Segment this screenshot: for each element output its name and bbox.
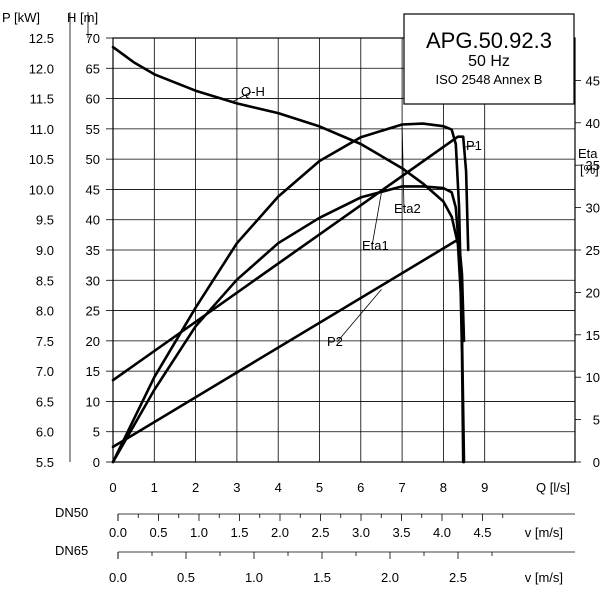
velocity-tick-label: 1.5 (230, 525, 248, 540)
info-box (403, 13, 575, 105)
head-tick-label: 40 (86, 213, 100, 228)
series-q-h (111, 45, 465, 464)
velocity-tick-label: 2.0 (271, 525, 289, 540)
power-tick-label: 7.5 (36, 334, 54, 349)
head-tick-label: 60 (86, 92, 100, 107)
velocity-tick-label: 0.5 (177, 570, 195, 585)
curve-label-p1: P1 (466, 138, 482, 153)
head-tick-label: 0 (93, 455, 100, 470)
eta-tick-label: 20 (586, 285, 600, 300)
power-tick-label: 11.5 (30, 92, 54, 107)
eta-tick-label: 15 (586, 328, 600, 343)
eta-tick-label: 40 (586, 116, 600, 131)
curve-label-leader (464, 145, 477, 148)
velocity-tick-label: 4.0 (433, 525, 451, 540)
head-tick-label: 55 (86, 122, 100, 137)
eta-axis-unit: [%] (580, 162, 599, 177)
velocity-tick-label: 1.0 (190, 525, 208, 540)
x-tick-label: 6 (357, 480, 364, 495)
curve-label-leader (232, 91, 252, 102)
power-tick-label: 10.0 (29, 182, 54, 197)
x-tick-label: 7 (398, 480, 405, 495)
head-axis-label: H [m] (67, 10, 98, 25)
head-tick-label: 5 (93, 425, 100, 440)
head-tick-label: 65 (86, 61, 100, 76)
eta-tick-label: 45 (586, 73, 600, 88)
series-p1 (111, 135, 470, 382)
curve-label-p2: P2 (327, 334, 343, 349)
eta-tick-label: 5 (593, 413, 600, 428)
model-title: APG.50.92.3 (426, 28, 552, 53)
plot-frame (112, 37, 576, 463)
velocity-tick-label: 0.5 (149, 525, 167, 540)
velocity-scale-label: DN65 (55, 543, 88, 558)
eta-tick-label: 35 (586, 158, 600, 173)
series-eta1 (111, 185, 464, 464)
eta-tick-label: 0 (593, 455, 600, 470)
head-tick-label: 10 (86, 394, 100, 409)
velocity-scales: DN50 0.0 0.5 1.0 1.5 2.0 2.5 3.0 3.5 4.0 4.5 v [m/s… (55, 505, 575, 585)
power-tick-label: 12.0 (29, 61, 54, 76)
standard-label: ISO 2548 Annex B (436, 72, 543, 87)
head-tick-label: 50 (86, 152, 100, 167)
velocity-tick-label: 3.0 (352, 525, 370, 540)
power-axis-label: P [kW] (2, 10, 40, 25)
eta-tick-label: 30 (586, 201, 600, 216)
power-tick-label: 11.0 (30, 122, 54, 137)
head-tick-label: 30 (86, 273, 100, 288)
x-tick-label: 9 (481, 480, 488, 495)
power-tick-label: 10.5 (29, 152, 54, 167)
power-tick-label: 5.5 (36, 455, 54, 470)
power-tick-label: 6.5 (36, 394, 54, 409)
power-tick-label: 9.0 (36, 243, 54, 258)
eta-tick-label: 25 (586, 243, 600, 258)
curve-label-eta2: Eta2 (394, 201, 421, 216)
head-tick-label: 35 (86, 243, 100, 258)
x-tick-label: 2 (192, 480, 199, 495)
velocity-tick-label: 1.0 (245, 570, 263, 585)
velocity-unit-label: v [m/s] (525, 525, 563, 540)
x-tick-label: 1 (151, 480, 158, 495)
velocity-scale-label: DN50 (55, 505, 88, 520)
velocity-tick-label: 2.0 (381, 570, 399, 585)
head-tick-label: 25 (86, 304, 100, 319)
curve-label-leader (336, 289, 382, 343)
velocity-tick-label: 2.5 (311, 525, 329, 540)
x-tick-label: 0 (109, 480, 116, 495)
velocity-tick-label: 0.0 (109, 525, 127, 540)
x-tick-label: 5 (316, 480, 323, 495)
eta-tick-label: 10 (586, 370, 600, 385)
velocity-tick-label: 1.5 (313, 570, 331, 585)
head-tick-label: 70 (86, 31, 100, 46)
velocity-tick-label: 2.5 (449, 570, 467, 585)
frequency-label: 50 Hz (468, 53, 510, 70)
velocity-unit-label: v [m/s] (525, 570, 563, 585)
x-tick-label: 4 (275, 480, 282, 495)
head-tick-label: 45 (86, 182, 100, 197)
head-tick-label: 20 (86, 334, 100, 349)
velocity-tick-label: 4.5 (473, 525, 491, 540)
power-tick-label: 7.0 (36, 364, 54, 379)
curve-label-leader (371, 192, 382, 247)
x-axis-label: Q [l/s] (536, 480, 570, 495)
eta-axis-label: Eta (578, 146, 598, 161)
power-tick-label: 9.5 (36, 213, 54, 228)
curve-label-eta1: Eta1 (362, 238, 389, 253)
head-tick-label: 15 (86, 364, 100, 379)
power-tick-label: 8.0 (36, 304, 54, 319)
velocity-tick-label: 3.5 (392, 525, 410, 540)
x-tick-label: 3 (233, 480, 240, 495)
curves (111, 45, 470, 464)
x-tick-label: 8 (440, 480, 447, 495)
power-tick-label: 8.5 (36, 273, 54, 288)
power-tick-label: 12.5 (29, 31, 54, 46)
curve-label-q-h: Q-H (241, 84, 265, 99)
curve-label-leader (401, 124, 405, 210)
velocity-tick-label: 0.0 (109, 570, 127, 585)
power-tick-label: 6.0 (36, 425, 54, 440)
curve-labels: Q-H P1 Eta2 Eta1 P2 (232, 84, 482, 349)
